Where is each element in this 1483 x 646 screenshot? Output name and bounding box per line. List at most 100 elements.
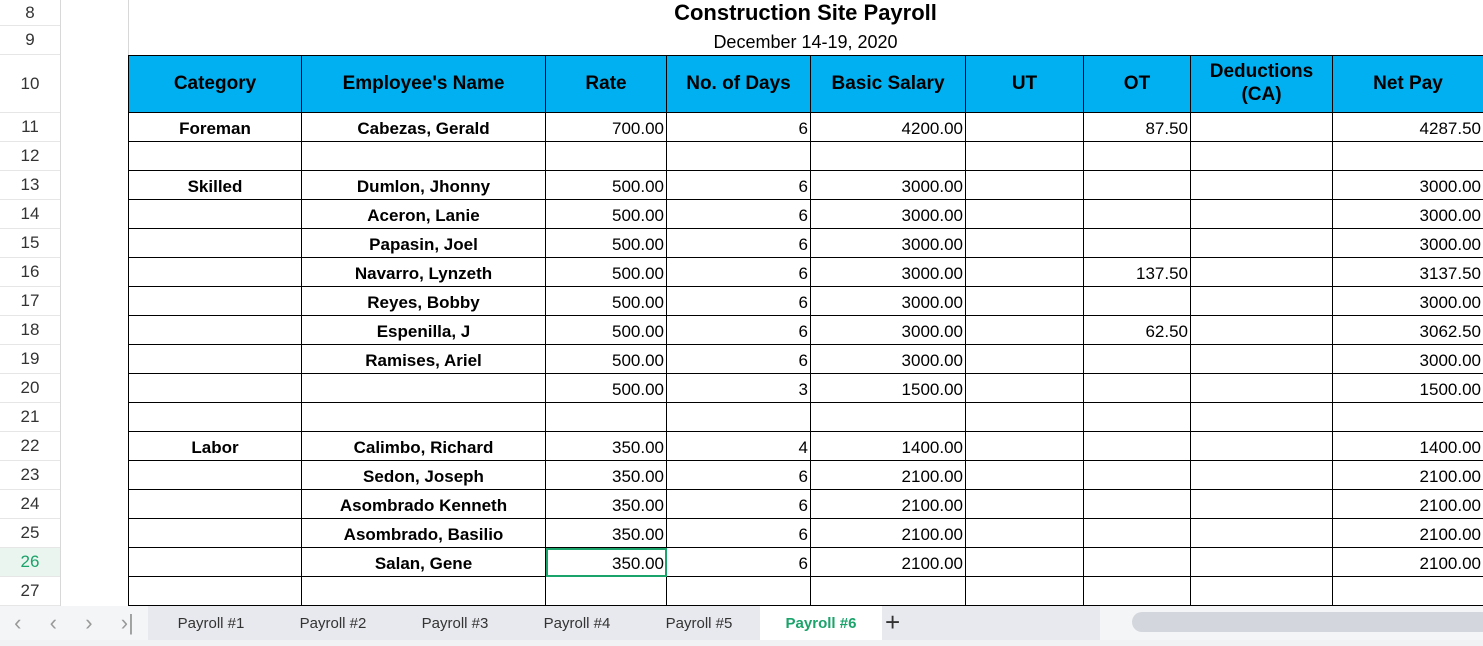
table-cell[interactable] bbox=[128, 374, 302, 403]
table-cell[interactable]: 62.50 bbox=[1084, 316, 1191, 345]
table-cell[interactable] bbox=[966, 519, 1084, 548]
table-cell[interactable] bbox=[1191, 461, 1333, 490]
table-cell[interactable] bbox=[1191, 548, 1333, 577]
table-cell[interactable] bbox=[1191, 490, 1333, 519]
table-cell[interactable]: 700.00 bbox=[546, 113, 667, 142]
table-cell[interactable]: 6 bbox=[667, 519, 811, 548]
column-header[interactable]: OT bbox=[1084, 55, 1191, 113]
table-cell[interactable]: 3000.00 bbox=[811, 171, 966, 200]
table-cell[interactable] bbox=[1084, 519, 1191, 548]
table-cell[interactable]: 2100.00 bbox=[1333, 548, 1483, 577]
table-cell[interactable]: Skilled bbox=[128, 171, 302, 200]
table-cell[interactable]: Aceron, Lanie bbox=[302, 200, 546, 229]
table-cell[interactable] bbox=[966, 229, 1084, 258]
table-cell[interactable]: Ramises, Ariel bbox=[302, 345, 546, 374]
table-cell[interactable]: 6 bbox=[667, 490, 811, 519]
table-cell[interactable]: 4200.00 bbox=[811, 113, 966, 142]
table-cell[interactable] bbox=[1084, 403, 1191, 432]
column-header[interactable]: Net Pay bbox=[1333, 55, 1483, 113]
row-number[interactable]: 15 bbox=[0, 229, 60, 258]
table-cell[interactable] bbox=[966, 461, 1084, 490]
table-cell[interactable]: 6 bbox=[667, 258, 811, 287]
table-cell[interactable] bbox=[966, 258, 1084, 287]
table-cell[interactable] bbox=[1191, 229, 1333, 258]
table-cell[interactable]: 2100.00 bbox=[811, 548, 966, 577]
table-cell[interactable] bbox=[966, 171, 1084, 200]
column-header[interactable]: Category bbox=[128, 55, 302, 113]
table-cell[interactable] bbox=[1084, 548, 1191, 577]
table-cell[interactable] bbox=[1191, 577, 1333, 606]
row-number[interactable]: 25 bbox=[0, 519, 60, 548]
table-cell[interactable]: Asombrado Kenneth bbox=[302, 490, 546, 519]
table-cell[interactable] bbox=[1084, 490, 1191, 519]
column-header[interactable]: Basic Salary bbox=[811, 55, 966, 113]
table-cell[interactable]: 350.00 bbox=[546, 548, 667, 577]
table-cell[interactable]: 350.00 bbox=[546, 490, 667, 519]
table-cell[interactable]: Navarro, Lynzeth bbox=[302, 258, 546, 287]
table-cell[interactable] bbox=[1333, 577, 1483, 606]
table-cell[interactable] bbox=[128, 287, 302, 316]
table-cell[interactable] bbox=[1191, 316, 1333, 345]
table-cell[interactable] bbox=[966, 403, 1084, 432]
table-cell[interactable] bbox=[1084, 142, 1191, 171]
row-number[interactable]: 22 bbox=[0, 432, 60, 461]
table-cell[interactable] bbox=[128, 142, 302, 171]
table-cell[interactable]: Asombrado, Basilio bbox=[302, 519, 546, 548]
horizontal-scrollbar[interactable] bbox=[1100, 606, 1483, 640]
table-cell[interactable] bbox=[1191, 200, 1333, 229]
table-cell[interactable] bbox=[667, 142, 811, 171]
table-cell[interactable]: 3 bbox=[667, 374, 811, 403]
row-number[interactable]: 14 bbox=[0, 200, 60, 229]
table-cell[interactable] bbox=[966, 432, 1084, 461]
table-cell[interactable]: 6 bbox=[667, 548, 811, 577]
table-cell[interactable] bbox=[966, 548, 1084, 577]
row-number[interactable]: 19 bbox=[0, 345, 60, 374]
table-cell[interactable] bbox=[128, 577, 302, 606]
table-cell[interactable] bbox=[128, 345, 302, 374]
table-cell[interactable]: 350.00 bbox=[546, 519, 667, 548]
table-cell[interactable]: 3062.50 bbox=[1333, 316, 1483, 345]
add-sheet-icon[interactable]: + bbox=[885, 607, 901, 637]
table-cell[interactable] bbox=[128, 200, 302, 229]
sheet-tab[interactable]: Payroll #2 bbox=[299, 615, 367, 632]
table-cell[interactable]: 3000.00 bbox=[811, 258, 966, 287]
table-cell[interactable]: 1400.00 bbox=[811, 432, 966, 461]
table-cell[interactable] bbox=[302, 142, 546, 171]
table-cell[interactable]: 3000.00 bbox=[811, 200, 966, 229]
sheet-tab[interactable]: Payroll #1 bbox=[177, 615, 245, 632]
table-cell[interactable]: Salan, Gene bbox=[302, 548, 546, 577]
table-cell[interactable]: 350.00 bbox=[546, 461, 667, 490]
table-cell[interactable] bbox=[1191, 374, 1333, 403]
sheet-tab[interactable]: Payroll #6 bbox=[760, 606, 882, 640]
table-cell[interactable]: 500.00 bbox=[546, 287, 667, 316]
table-cell[interactable] bbox=[1084, 345, 1191, 374]
first-sheet-icon[interactable]: ‹ bbox=[14, 610, 22, 635]
table-cell[interactable]: 6 bbox=[667, 113, 811, 142]
row-number[interactable]: 26 bbox=[0, 548, 60, 577]
row-number[interactable]: 23 bbox=[0, 461, 60, 490]
last-sheet-icon[interactable]: ›| bbox=[120, 610, 134, 635]
table-cell[interactable] bbox=[1333, 403, 1483, 432]
table-cell[interactable] bbox=[1191, 258, 1333, 287]
row-number[interactable]: 27 bbox=[0, 577, 60, 606]
table-cell[interactable]: 3000.00 bbox=[811, 287, 966, 316]
row-number[interactable]: 13 bbox=[0, 171, 60, 200]
table-cell[interactable]: Dumlon, Jhonny bbox=[302, 171, 546, 200]
row-number[interactable]: 8 bbox=[0, 0, 60, 26]
table-cell[interactable]: 6 bbox=[667, 316, 811, 345]
table-cell[interactable] bbox=[966, 113, 1084, 142]
table-cell[interactable] bbox=[966, 287, 1084, 316]
row-number[interactable]: 16 bbox=[0, 258, 60, 287]
table-cell[interactable]: 3000.00 bbox=[811, 316, 966, 345]
table-cell[interactable]: 3000.00 bbox=[811, 229, 966, 258]
table-cell[interactable] bbox=[546, 577, 667, 606]
table-cell[interactable]: 2100.00 bbox=[1333, 490, 1483, 519]
row-number[interactable]: 11 bbox=[0, 113, 60, 142]
table-cell[interactable]: Foreman bbox=[128, 113, 302, 142]
column-header[interactable]: Employee's Name bbox=[302, 55, 546, 113]
table-cell[interactable] bbox=[128, 490, 302, 519]
table-cell[interactable]: 6 bbox=[667, 287, 811, 316]
table-cell[interactable] bbox=[302, 374, 546, 403]
column-header[interactable]: No. of Days bbox=[667, 55, 811, 113]
table-cell[interactable]: Reyes, Bobby bbox=[302, 287, 546, 316]
